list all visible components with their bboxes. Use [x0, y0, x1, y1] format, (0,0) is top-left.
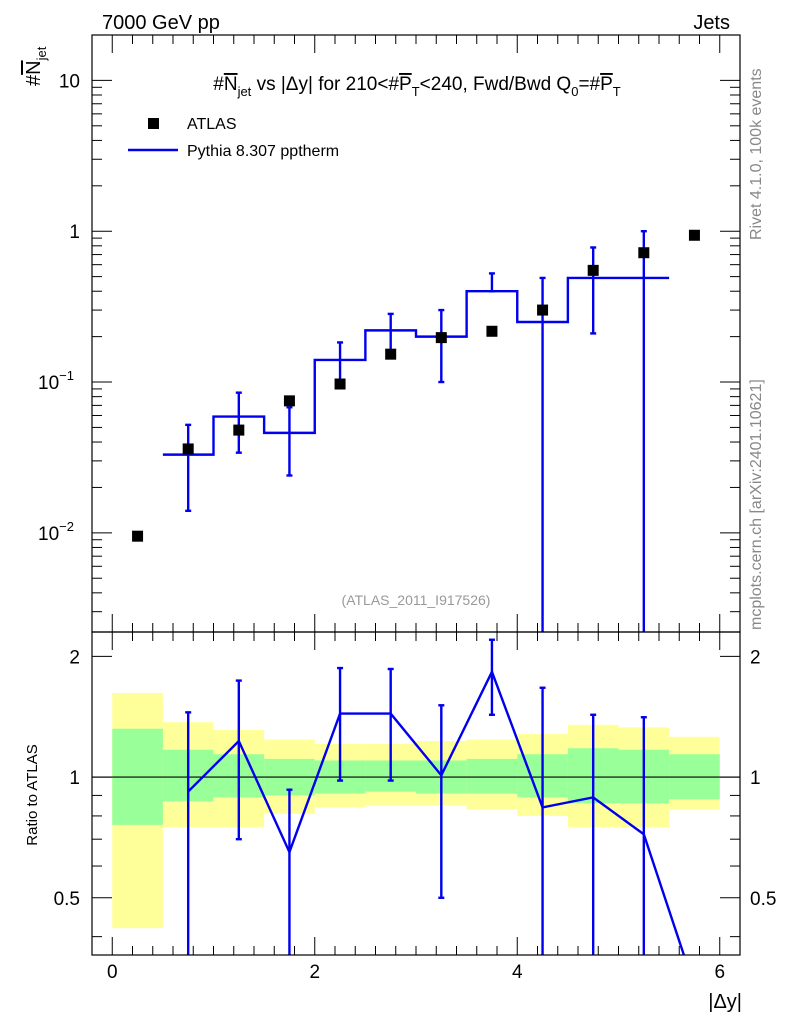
- ratio-y-tick-label-left: 0.5: [54, 889, 80, 910]
- ratio-ylabel: Ratio to ATLAS: [24, 744, 41, 845]
- ratio-plot-area: [92, 638, 740, 956]
- legend-marker-atlas: [148, 118, 159, 129]
- y-tick-label: 10: [59, 71, 80, 92]
- atlas-point: [283, 395, 295, 407]
- main-y-axis: 10 1 10−1 10−2: [38, 34, 740, 613]
- y-tick-label: 1: [69, 222, 80, 243]
- legend: ATLAS Pythia 8.307 pptherm: [128, 116, 339, 160]
- atlas-point: [587, 264, 599, 276]
- x-tick-label: 2: [309, 962, 320, 983]
- x-tick-label: 4: [512, 962, 523, 983]
- ratio-y-axis: 0.5 0.5 1 1 2 2: [54, 647, 776, 938]
- atlas-point: [385, 348, 397, 360]
- atlas-point: [486, 325, 498, 337]
- x-tick-label: 0: [107, 962, 118, 983]
- atlas-point: [435, 332, 447, 344]
- ratio-y-tick-label-left: 2: [69, 647, 80, 668]
- atlas-point: [638, 247, 650, 259]
- uncertainty-band-inner: [466, 758, 518, 794]
- atlas-point: [688, 229, 700, 241]
- ratio-y-tick-label-left: 1: [69, 768, 80, 789]
- ratio-y-tick-label-right: 2: [750, 647, 761, 668]
- analysis-watermark: (ATLAS_2011_I917526): [342, 592, 491, 608]
- mc-line: [162, 276, 670, 456]
- main-title: #Njet vs |Δy| for 210<#PT<240, Fwd/Bwd Q…: [213, 74, 621, 99]
- main-x-axis: [111, 35, 721, 632]
- source-label: mcplots.cern.ch [arXiv:2401.10621]: [748, 379, 765, 630]
- atlas-point: [537, 304, 549, 316]
- legend-label-pythia: Pythia 8.307 pptherm: [187, 143, 339, 160]
- ratio-x-axis: 0 2 4 6: [107, 632, 725, 983]
- main-ylabel: #Njet: [23, 46, 49, 86]
- main-panel: 10 1 10−1 10−2 #Njet vs |Δy| for 210<#PT<24…: [23, 34, 741, 633]
- ratio-y-tick-label-right: 1: [750, 768, 761, 789]
- atlas-point: [132, 530, 144, 542]
- y-tick-label: 10−2: [38, 519, 74, 545]
- legend-label-atlas: ATLAS: [187, 116, 237, 133]
- rivet-label: Rivet 4.1.0, 100k events: [748, 68, 765, 240]
- header-left: 7000 GeV pp: [102, 12, 220, 34]
- atlas-point: [334, 378, 346, 390]
- atlas-point: [182, 443, 194, 455]
- x-axis-label: |Δy|: [708, 991, 742, 1013]
- ratio-y-tick-label-right: 0.5: [750, 889, 776, 910]
- header-right: Jets: [693, 12, 730, 34]
- y-tick-label: 10−1: [38, 368, 74, 394]
- main-plot-area: [132, 229, 700, 632]
- x-tick-label: 6: [714, 962, 725, 983]
- atlas-point: [233, 424, 245, 436]
- ratio-panel: 0.5 0.5 1 1 2 2 0 2 4 6 Ratio to ATLAS |Δy|: [24, 631, 776, 1013]
